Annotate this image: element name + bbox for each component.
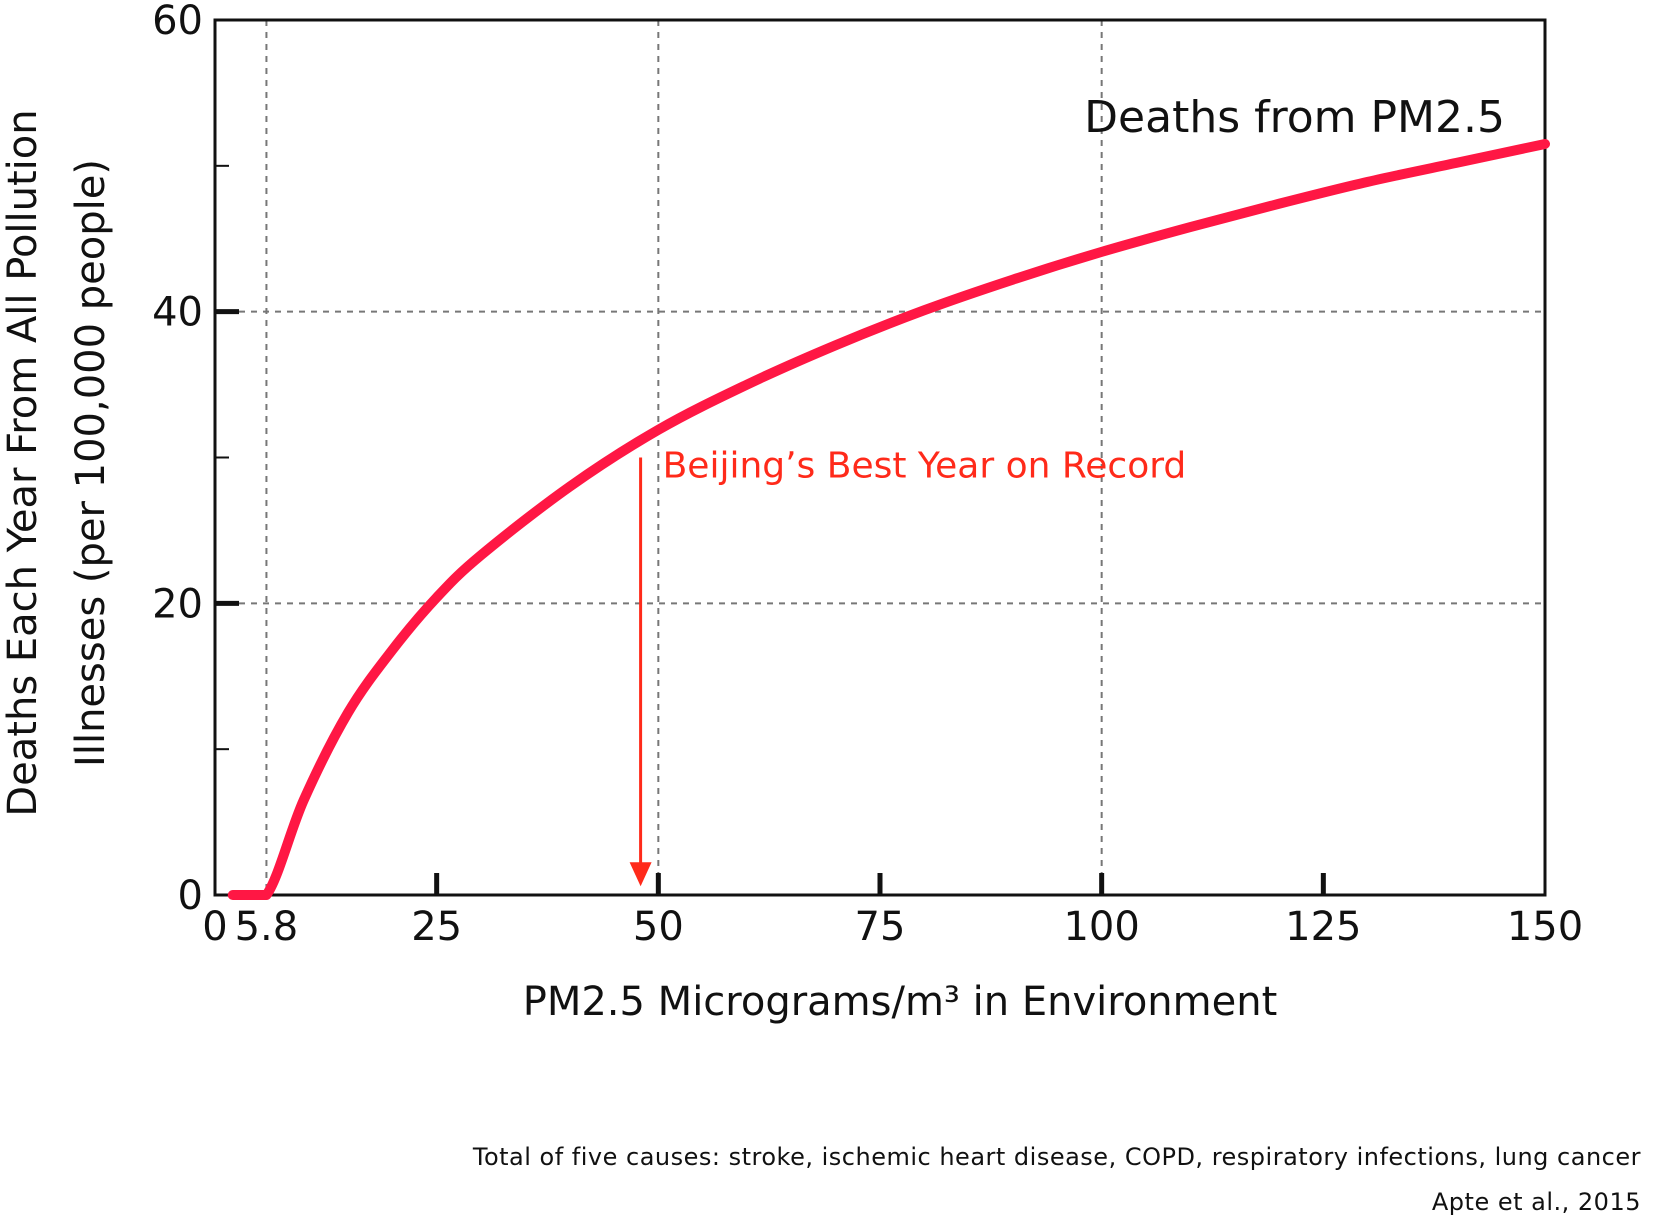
annotation-layer bbox=[629, 457, 652, 887]
x-tick-label-3: 50 bbox=[633, 904, 684, 950]
y-axis-label-line-1: Deaths Each Year From All Pollution bbox=[0, 109, 46, 816]
annotation-arrow-head-0 bbox=[629, 862, 652, 887]
footnote-source: Apte et al., 2015 bbox=[1431, 1188, 1641, 1216]
x-tick-label-1: 5.8 bbox=[235, 904, 299, 950]
y-tick-label-1: 20 bbox=[152, 581, 203, 627]
y-axis-label-line-2: Illnesses (per 100,000 people) bbox=[68, 159, 114, 767]
x-tick-label-4: 75 bbox=[855, 904, 906, 950]
footnote-causes: Total of five causes: stroke, ischemic h… bbox=[472, 1143, 1641, 1171]
series-layer bbox=[227, 138, 1550, 900]
x-tick-label-7: 150 bbox=[1507, 904, 1583, 950]
x-tick-label-2: 25 bbox=[411, 904, 462, 950]
x-tick-label-5: 100 bbox=[1063, 904, 1139, 950]
y-tick-label-0: 0 bbox=[178, 873, 203, 919]
series-line-0 bbox=[227, 138, 1550, 900]
y-tick-label-3: 60 bbox=[152, 0, 203, 44]
axis-labels: PM2.5 Micrograms/m³ in Environment Death… bbox=[0, 92, 1505, 1025]
x-tick-label-6: 125 bbox=[1285, 904, 1361, 950]
series-label: Deaths from PM2.5 bbox=[1084, 92, 1505, 143]
x-tick-label-0: 0 bbox=[202, 904, 227, 950]
y-tick-label-2: 40 bbox=[152, 290, 203, 336]
annotation-label: Beijing’s Best Year on Record bbox=[663, 446, 1187, 487]
x-axis-label: PM2.5 Micrograms/m³ in Environment bbox=[523, 979, 1278, 1025]
